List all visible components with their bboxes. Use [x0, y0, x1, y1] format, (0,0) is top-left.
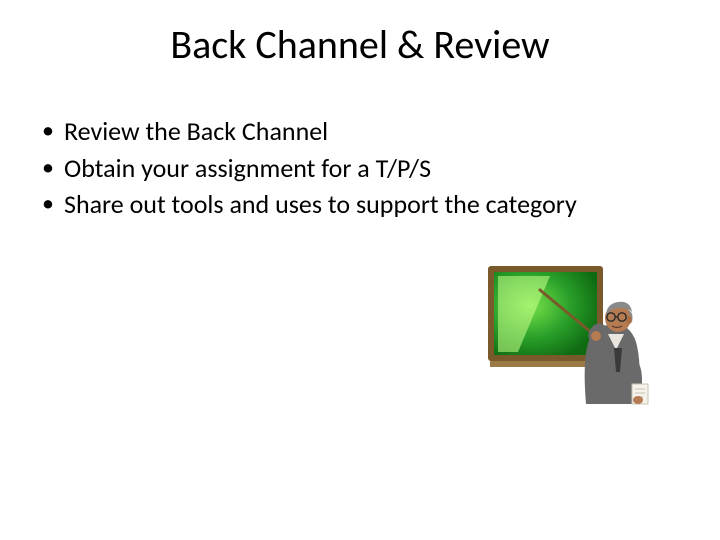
slide-body: Review the Back Channel Obtain your assi… [38, 115, 658, 225]
slide: Back Channel & Review Review the Back Ch… [0, 0, 720, 540]
bullet-list: Review the Back Channel Obtain your assi… [38, 115, 658, 221]
slide-title: Back Channel & Review [0, 20, 720, 69]
teacher-chalkboard-icon [480, 260, 650, 410]
bullet-item: Share out tools and uses to support the … [38, 188, 658, 221]
bullet-item: Review the Back Channel [38, 115, 658, 148]
bullet-item: Obtain your assignment for a T/P/S [38, 152, 658, 185]
